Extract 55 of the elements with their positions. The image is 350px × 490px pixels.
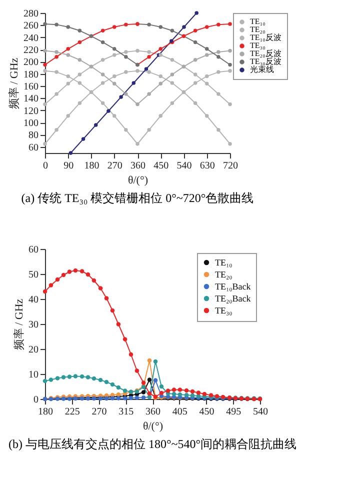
y-tick-label: 60: [28, 244, 38, 256]
x-axis-title: θ/(°): [128, 174, 148, 186]
text: (a) 传统 TE₃₀ 模交错栅相位 0°~720°色散曲线: [21, 191, 254, 205]
y-tick-label: 260: [24, 20, 38, 32]
y-tick-label: 10: [28, 370, 38, 380]
legend-label: TE₁₀: [215, 258, 232, 268]
y-tick-label: 0: [34, 394, 38, 406]
y-tick-label: 30: [28, 320, 38, 330]
x-axis-title: θ/(°): [142, 420, 164, 432]
legend-label: TE₁₀: [250, 17, 266, 26]
x-tick-label: 360: [130, 160, 146, 172]
y-tick-label: 160: [24, 82, 38, 93]
x-tick-label: 270: [92, 406, 107, 418]
y-axis-title: 频率 / GHz: [12, 298, 26, 350]
y-tick-label: 280: [24, 8, 38, 20]
y-axis-title: 频率 / GHz: [8, 58, 20, 110]
x-tick-label: 405: [172, 406, 188, 418]
x-tick-label: 90: [64, 160, 74, 172]
x-tick-label: 0: [43, 160, 48, 172]
y-tick-label: 180: [24, 69, 38, 80]
legend-label: TE₂₀反波: [250, 49, 282, 58]
x-tick-label: 180: [84, 160, 100, 172]
legend-label: TE₃₀: [250, 41, 266, 50]
x-tick-label: 540: [253, 406, 268, 418]
legend-label: TE₂₀: [215, 270, 232, 280]
x-tick-label: 360: [146, 406, 160, 418]
x-tick-label: 630: [200, 160, 215, 172]
y-tick-label: 80: [28, 130, 38, 142]
text: (b) 与电压线有交点的相位 180°~540°间的耦合阻抗曲线: [8, 437, 297, 451]
x-tick-label: 720: [223, 160, 238, 172]
legend-label: TE₃₀: [215, 306, 232, 316]
legend-label: TE₃₀反波: [250, 57, 282, 66]
x-tick-label: 270: [107, 160, 122, 172]
y-tick-label: 140: [24, 94, 38, 105]
legend-label: 光束线: [250, 65, 274, 74]
x-tick-label: 180: [38, 406, 53, 418]
y-tick-label: 120: [24, 106, 38, 117]
legend-label: TE₁₀反波: [250, 33, 282, 42]
legend-label: TE₂₀Back: [215, 294, 252, 304]
x-tick-label: 540: [176, 160, 192, 172]
y-tick-label: 60: [28, 142, 38, 154]
legend-label: TE₂₀: [250, 25, 266, 34]
y-tick-label: 200: [24, 57, 38, 68]
legend-label: TE₁₀Back: [215, 282, 252, 292]
y-tick-label: 220: [24, 45, 38, 56]
y-tick-label: 50: [28, 270, 38, 280]
y-tick-label: 40: [28, 294, 38, 306]
x-tick-label: 315: [118, 406, 134, 418]
y-tick-label: 100: [24, 118, 38, 130]
x-tick-label: 225: [64, 406, 80, 418]
y-tick-label: 20: [28, 344, 38, 356]
x-tick-label: 450: [199, 406, 214, 418]
x-tick-label: 450: [154, 160, 169, 172]
y-tick-label: 240: [24, 32, 38, 44]
x-tick-label: 495: [226, 406, 242, 418]
